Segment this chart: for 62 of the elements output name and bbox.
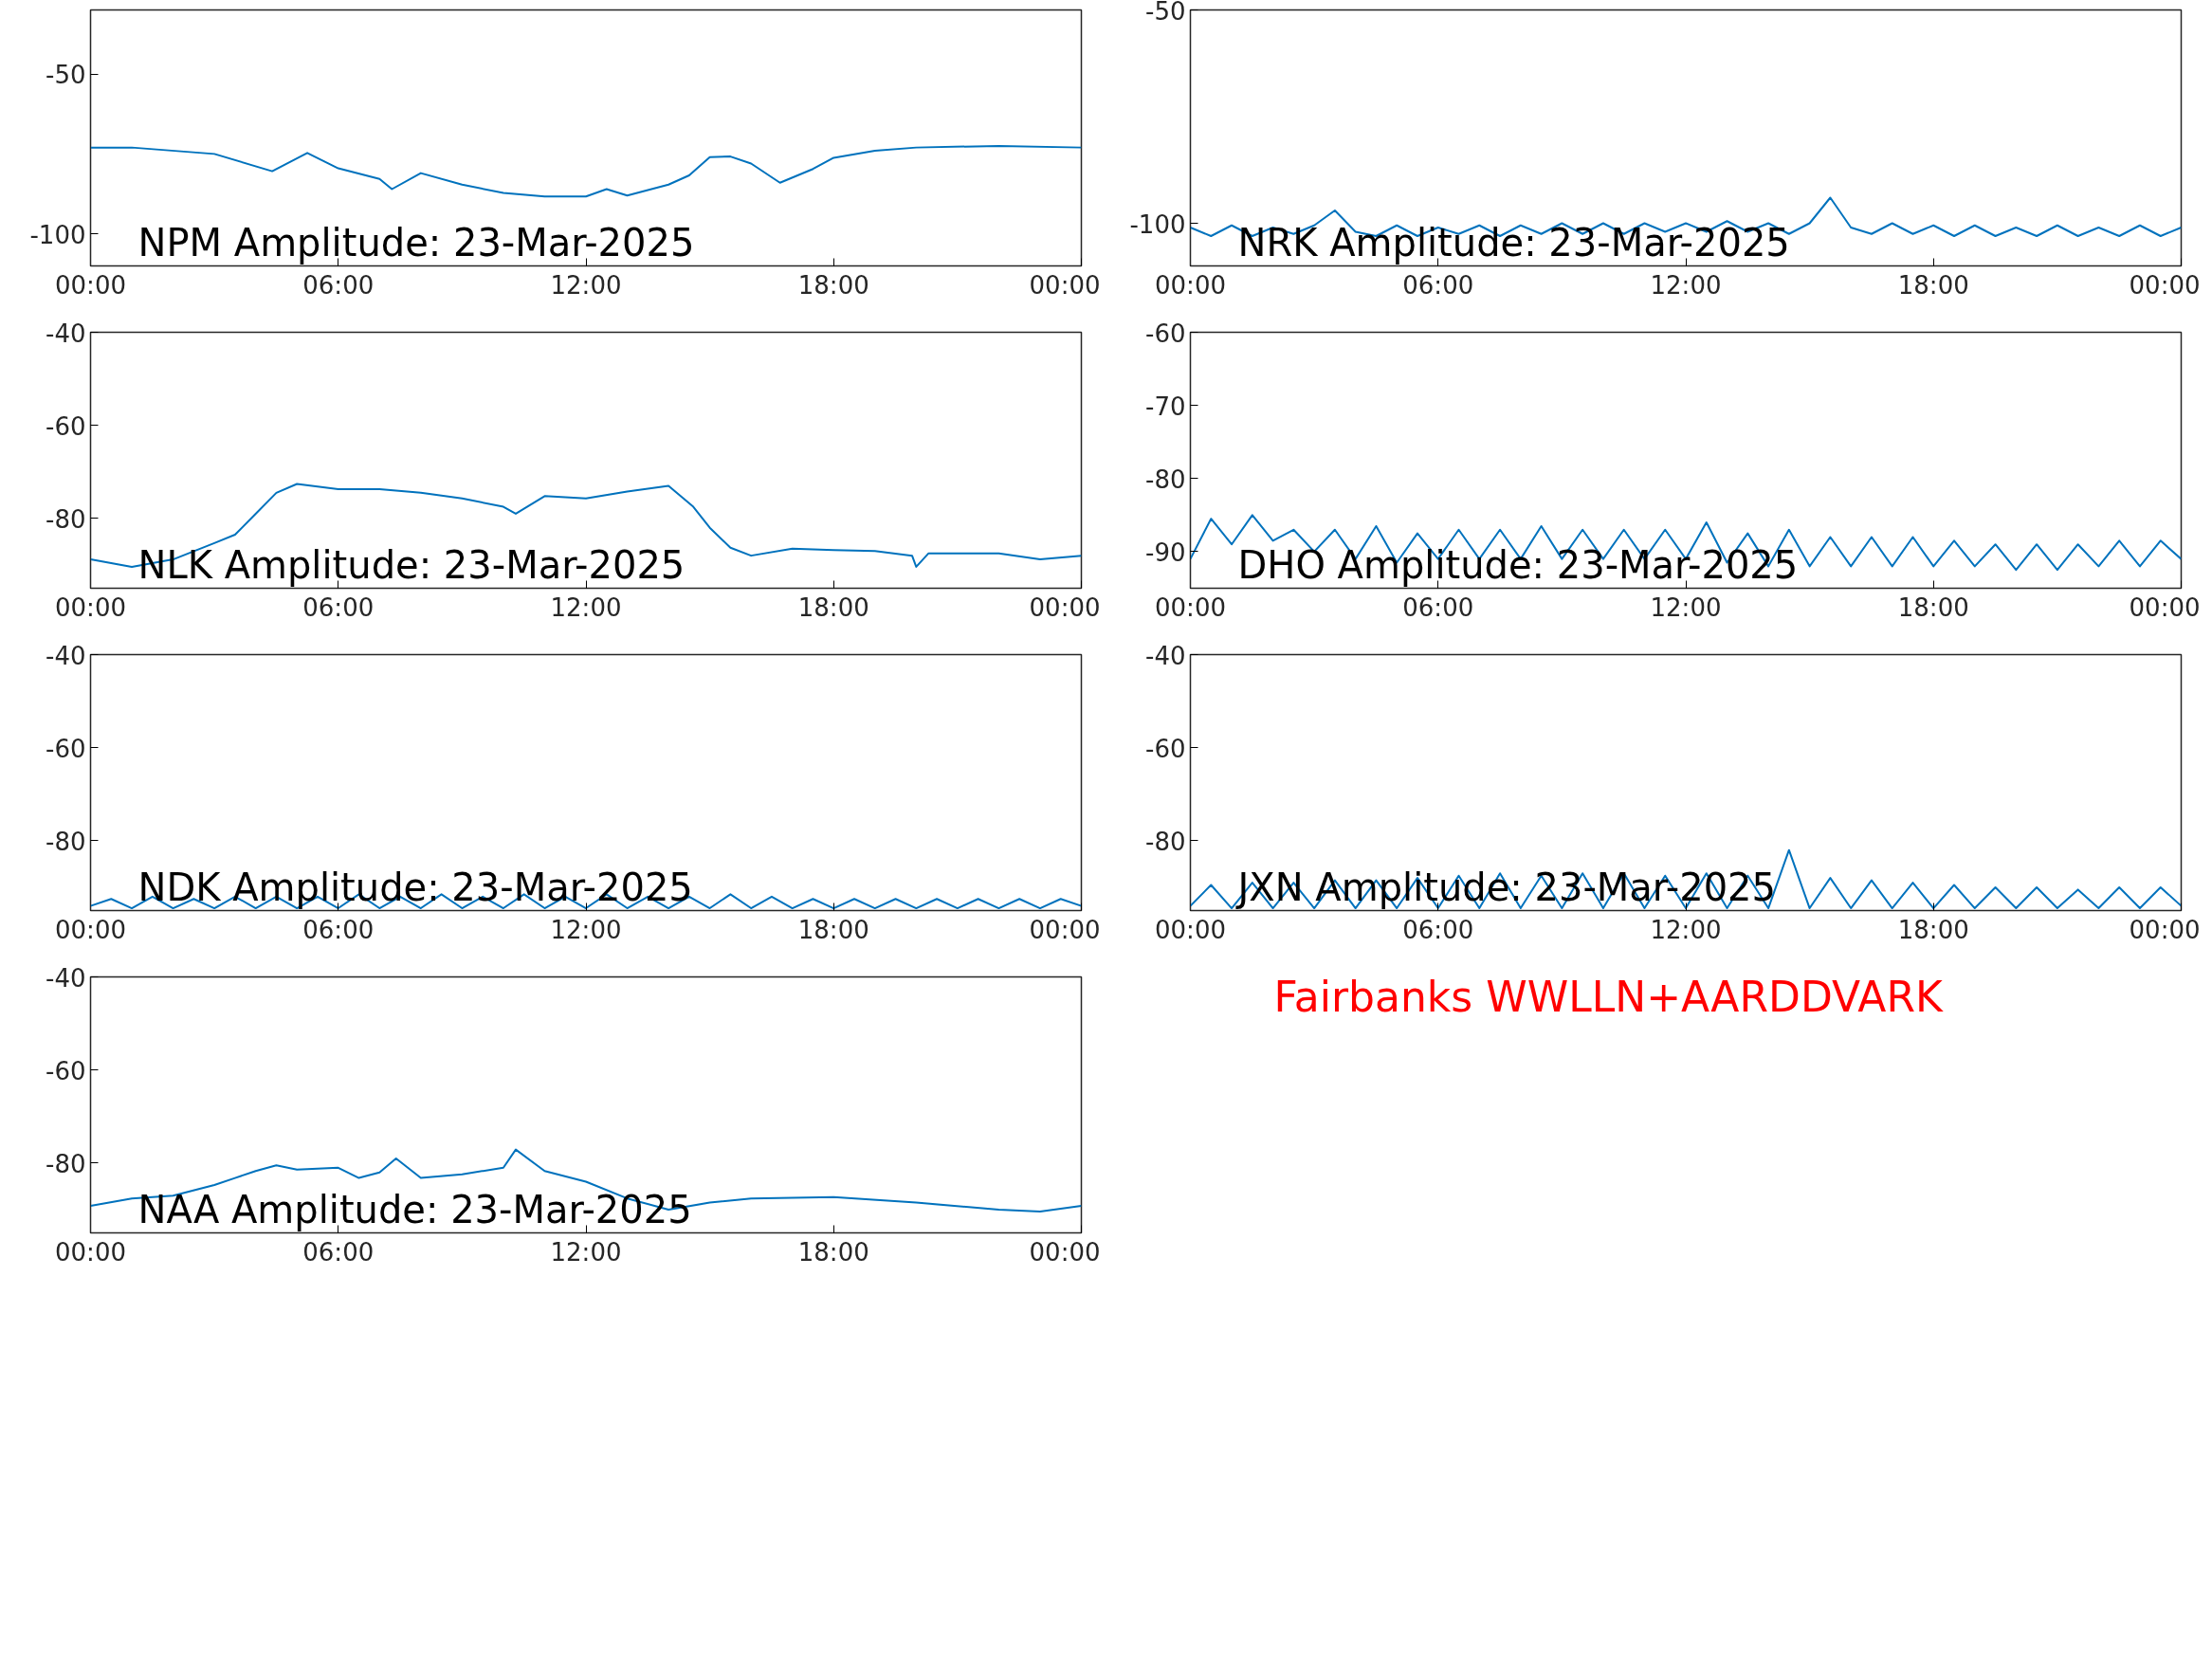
y-tick-label: -40 <box>46 963 86 993</box>
x-tick-label: 12:00 <box>550 915 622 944</box>
x-tick-label: 00:00 <box>1029 915 1101 944</box>
text: NRK Amplitude: 23-Mar-2025 <box>1237 220 1790 264</box>
x-tick-label: 12:00 <box>1650 915 1722 944</box>
x-tick-label: 00:00 <box>2129 915 2201 944</box>
x-tick-label: 18:00 <box>797 1237 869 1267</box>
x-tick-label: 00:00 <box>1155 592 1226 622</box>
x-tick-label: 06:00 <box>1402 270 1474 300</box>
y-tick-label: -40 <box>1145 641 1186 670</box>
x-tick-label: 00:00 <box>55 270 126 300</box>
x-tick-label: 06:00 <box>302 1237 375 1267</box>
x-tick-label: 00:00 <box>55 1237 126 1267</box>
text: Fairbanks WWLLN+AARDDVARK <box>1273 972 1944 1021</box>
x-tick-label: 12:00 <box>550 270 622 300</box>
y-tick-label: -70 <box>1145 392 1186 421</box>
y-tick-label: -80 <box>46 827 86 856</box>
x-tick-label: 00:00 <box>2129 270 2201 300</box>
y-tick-label: -100 <box>1129 210 1186 239</box>
text: NPM Amplitude: 23-Mar-2025 <box>137 220 695 264</box>
x-tick-label: 00:00 <box>55 915 126 944</box>
x-tick-label: 00:00 <box>1029 270 1101 300</box>
x-tick-label: 18:00 <box>797 592 869 622</box>
y-tick-label: -80 <box>46 504 86 534</box>
y-tick-label: -40 <box>46 319 86 348</box>
x-tick-label: 00:00 <box>2129 592 2201 622</box>
y-tick-label: -80 <box>46 1149 86 1178</box>
x-tick-label: 18:00 <box>797 915 869 944</box>
y-tick-label: -60 <box>1145 734 1186 763</box>
y-tick-label: -100 <box>29 220 86 249</box>
x-tick-label: 12:00 <box>550 1237 622 1267</box>
y-tick-label: -50 <box>1145 0 1186 26</box>
x-tick-label: 06:00 <box>302 270 375 300</box>
x-tick-label: 00:00 <box>1029 1237 1101 1267</box>
y-tick-label: -60 <box>1145 319 1186 348</box>
x-tick-label: 06:00 <box>302 915 375 944</box>
text: NLK Amplitude: 23-Mar-2025 <box>137 542 686 587</box>
x-tick-label: 12:00 <box>1650 592 1722 622</box>
x-tick-label: 18:00 <box>797 270 869 300</box>
y-tick-label: -80 <box>1145 465 1186 494</box>
x-tick-label: 18:00 <box>1897 592 1969 622</box>
x-tick-label: 00:00 <box>1155 270 1226 300</box>
y-tick-label: -40 <box>46 641 86 670</box>
y-tick-label: -80 <box>1145 827 1186 856</box>
x-tick-label: 00:00 <box>1155 915 1226 944</box>
y-tick-label: -60 <box>46 411 86 441</box>
x-tick-label: 12:00 <box>550 592 622 622</box>
text: NDK Amplitude: 23-Mar-2025 <box>137 865 693 909</box>
x-tick-label: 06:00 <box>1402 915 1474 944</box>
x-tick-label: 00:00 <box>1029 592 1101 622</box>
x-tick-label: 12:00 <box>1650 270 1722 300</box>
x-tick-label: 18:00 <box>1897 270 1969 300</box>
x-tick-label: 00:00 <box>55 592 126 622</box>
y-tick-label: -60 <box>46 734 86 763</box>
y-tick-label: -90 <box>1145 538 1186 567</box>
y-tick-label: -50 <box>46 61 86 89</box>
text: DHO Amplitude: 23-Mar-2025 <box>1237 542 1799 587</box>
x-tick-label: 06:00 <box>1402 592 1474 622</box>
y-tick-label: -60 <box>46 1056 86 1085</box>
text: NAA Amplitude: 23-Mar-2025 <box>137 1187 692 1231</box>
x-tick-label: 06:00 <box>302 592 375 622</box>
x-tick-label: 18:00 <box>1897 915 1969 944</box>
